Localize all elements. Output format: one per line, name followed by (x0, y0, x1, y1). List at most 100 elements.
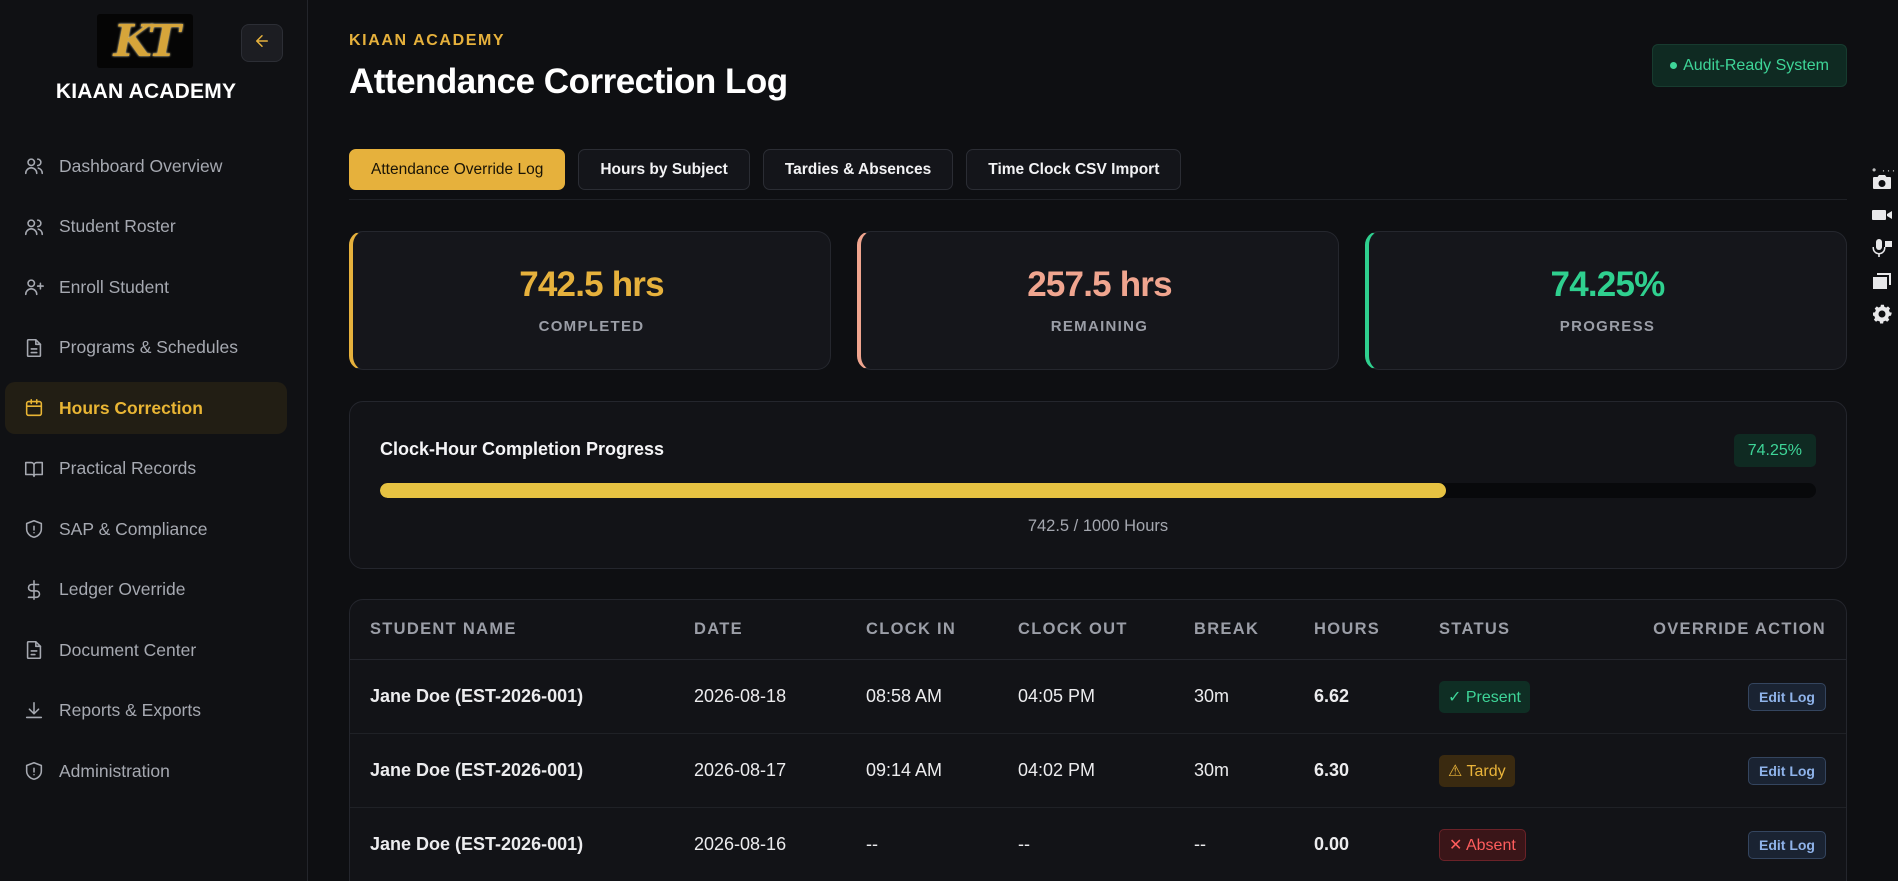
window-icon[interactable] (1866, 264, 1898, 297)
users-icon (22, 215, 46, 239)
brand-name: KIAAN ACADEMY (55, 80, 237, 103)
tab-bar: Attendance Override Log Hours by Subject… (349, 149, 1182, 190)
break-cell: 30m (1194, 686, 1230, 706)
brand-logo[interactable]: KT (97, 14, 193, 68)
tab-tardies-absences[interactable]: Tardies & Absences (762, 149, 954, 190)
tab-attendance-override-log[interactable]: Attendance Override Log (349, 149, 566, 190)
date-cell: 2026-08-17 (694, 760, 787, 780)
status-cell: ✕ Absent (1439, 828, 1639, 861)
settings-icon[interactable] (1866, 297, 1898, 330)
stat-card-remaining: 257.5 hrs REMAINING (857, 231, 1339, 370)
book-icon (22, 457, 46, 481)
status-badge: ⚠ Tardy (1439, 754, 1515, 787)
clock-out-cell: 04:05 PM (1018, 686, 1096, 706)
file-icon (22, 336, 46, 360)
tab-time-clock-csv-import[interactable]: Time Clock CSV Import (966, 149, 1182, 190)
sidebar-item-student-roster[interactable]: Student Roster (5, 201, 287, 253)
sidebar-item-sap-compliance[interactable]: SAP & Compliance (5, 503, 287, 555)
document-icon (22, 638, 46, 662)
sidebar-nav: Dashboard Overview Student Roster Enroll… (5, 140, 287, 806)
microphone-icon[interactable] (1866, 231, 1898, 264)
status-cell: ✓ Present (1439, 680, 1639, 713)
progress-percent-badge: 74.25% (1733, 434, 1816, 467)
users-icon (22, 154, 46, 178)
page-title: Attendance Correction Log (349, 62, 788, 101)
hours-cell: 6.62 (1314, 686, 1350, 706)
sidebar-item-label: Programs & Schedules (59, 337, 238, 357)
stat-label: PROGRESS (1559, 318, 1656, 335)
student-name: Jane Doe (EST-2026-001) (370, 686, 584, 706)
column-header[interactable]: BREAK (1194, 620, 1260, 638)
sidebar-item-practical-records[interactable]: Practical Records (5, 443, 287, 495)
video-icon[interactable] (1866, 198, 1898, 231)
arrow-left-icon (253, 32, 271, 55)
status-badge: ✕ Absent (1439, 828, 1526, 861)
dollar-icon (22, 578, 46, 602)
clock-in-cell: 08:58 AM (866, 686, 943, 706)
status-dot-icon (1670, 62, 1678, 69)
sidebar-item-label: Document Center (59, 639, 197, 660)
student-name: Jane Doe (EST-2026-001) (370, 760, 584, 780)
sidebar-item-label: SAP & Compliance (59, 518, 208, 539)
user-plus-icon (22, 275, 46, 299)
edit-log-button[interactable]: Edit Log (1748, 830, 1826, 859)
divider (349, 199, 1847, 200)
clock-out-cell: 04:02 PM (1018, 760, 1096, 780)
table-row: Jane Doe (EST-2026-001) 2026-08-18 08:58… (350, 660, 1846, 734)
status-cell: ⚠ Tardy (1439, 754, 1639, 787)
sidebar-item-programs-schedules[interactable]: Programs & Schedules (5, 322, 287, 374)
date-cell: 2026-08-16 (694, 834, 787, 854)
column-header[interactable]: STUDENT NAME (370, 620, 517, 638)
table-row: Jane Doe (EST-2026-001) 2026-08-16 -- --… (350, 808, 1846, 881)
column-header[interactable]: STATUS (1439, 620, 1511, 638)
attendance-table: STUDENT NAME DATE CLOCK IN CLOCK OUT BRE… (349, 599, 1847, 881)
progress-bar-track (380, 483, 1816, 498)
clock-in-cell: 09:14 AM (866, 760, 943, 780)
column-header[interactable]: DATE (694, 620, 743, 638)
sidebar-item-label: Ledger Override (59, 579, 186, 599)
stat-label: COMPLETED (538, 318, 645, 335)
stat-card-completed: 742.5 hrs COMPLETED (349, 231, 831, 370)
audit-badge-label: Audit-Ready System (1683, 56, 1829, 74)
toolbar-handle-icon[interactable]: • ··· (1872, 163, 1897, 177)
tab-hours-by-subject[interactable]: Hours by Subject (578, 149, 750, 190)
audit-ready-badge: Audit-Ready System (1652, 44, 1847, 87)
floating-toolbar (1866, 165, 1898, 330)
break-cell: -- (1194, 834, 1206, 854)
stat-card-progress: 74.25% PROGRESS (1365, 231, 1847, 370)
sidebar-item-hours-correction[interactable]: Hours Correction (5, 382, 287, 434)
edit-log-button[interactable]: Edit Log (1748, 682, 1826, 711)
stat-value: 742.5 hrs (519, 265, 664, 304)
sidebar-item-label: Administration (59, 760, 170, 781)
clock-out-cell: -- (1018, 834, 1030, 854)
edit-log-button[interactable]: Edit Log (1748, 756, 1826, 785)
sidebar-item-document-center[interactable]: Document Center (5, 624, 287, 676)
stat-value: 257.5 hrs (1027, 265, 1172, 304)
table-row: Jane Doe (EST-2026-001) 2026-08-17 09:14… (350, 734, 1846, 808)
camera-icon[interactable] (1866, 165, 1898, 198)
page-eyebrow: KIAAN ACADEMY (349, 32, 506, 49)
sidebar-item-reports-exports[interactable]: Reports & Exports (5, 685, 287, 737)
hours-cell: 0.00 (1314, 834, 1350, 854)
stat-value: 74.25% (1550, 265, 1666, 304)
sidebar-item-label: Student Roster (59, 216, 176, 236)
clock-in-cell: -- (866, 834, 878, 854)
sidebar-item-ledger-override[interactable]: Ledger Override (5, 564, 287, 616)
collapse-sidebar-button[interactable] (241, 24, 283, 62)
calendar-icon (22, 396, 46, 420)
break-cell: 30m (1194, 760, 1230, 780)
status-badge: ✓ Present (1439, 680, 1530, 713)
sidebar-item-enroll-student[interactable]: Enroll Student (5, 261, 287, 313)
column-header[interactable]: CLOCK OUT (1018, 620, 1128, 638)
shield-icon (22, 759, 46, 783)
sidebar-item-dashboard[interactable]: Dashboard Overview (5, 140, 287, 192)
progress-title: Clock-Hour Completion Progress (380, 439, 665, 459)
sidebar-item-label: Enroll Student (59, 276, 169, 297)
column-header[interactable]: HOURS (1314, 620, 1381, 638)
action-cell: Edit Log (1639, 756, 1846, 785)
progress-bar-fill (380, 483, 1447, 498)
sidebar-item-administration[interactable]: Administration (5, 745, 287, 797)
column-header[interactable]: CLOCK IN (866, 620, 957, 638)
action-cell: Edit Log (1639, 682, 1846, 711)
student-name: Jane Doe (EST-2026-001) (370, 834, 584, 854)
